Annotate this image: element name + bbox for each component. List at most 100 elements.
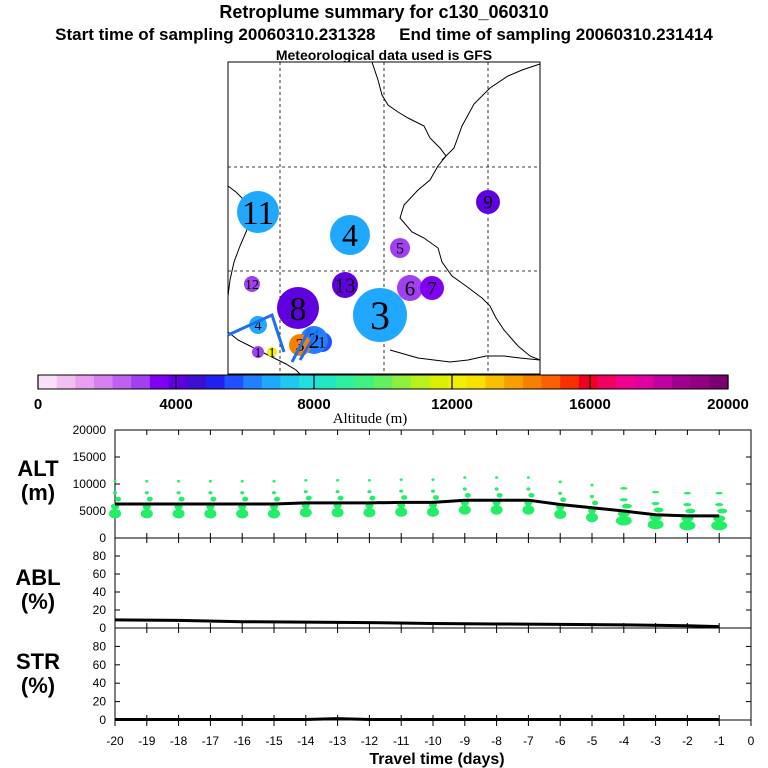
colorbar-cell <box>522 375 543 389</box>
alt-cluster-dot <box>462 487 467 491</box>
y-tick-label: 15000 <box>73 450 107 464</box>
x-tick-label: -1 <box>714 734 725 748</box>
alt-cluster-dot <box>526 476 531 479</box>
y-tick-label: 60 <box>93 658 107 672</box>
alt-cluster-dot <box>431 489 435 493</box>
colorbar-cell <box>672 375 692 389</box>
alt-cluster-dot <box>272 491 276 495</box>
x-tick-label: -20 <box>106 734 124 748</box>
cluster-bubble <box>397 275 423 301</box>
abl-line <box>114 618 720 629</box>
str-ylabel-top: STR <box>16 649 60 674</box>
y-tick-label: 0 <box>99 621 106 635</box>
alt-cluster-dot <box>586 512 598 523</box>
colorbar-cell <box>187 375 207 389</box>
y-tick-label: 20 <box>93 603 107 617</box>
alt-cluster-dot <box>172 508 185 519</box>
alt-cluster-dot <box>204 508 217 519</box>
colorbar-cell <box>597 375 617 389</box>
colorbar-cell <box>224 375 244 389</box>
cluster-label: 6 <box>405 277 415 300</box>
colorbar-cell <box>149 375 170 389</box>
alt-cluster-dot <box>268 508 280 519</box>
x-tick-label: -15 <box>265 734 283 748</box>
colorbar-cell <box>709 375 729 389</box>
alt-cluster-dot <box>554 509 567 520</box>
alt-cluster-dot <box>145 480 149 483</box>
alt-cluster-dot <box>427 507 439 517</box>
colorbar-tick-label: 8000 <box>297 396 330 413</box>
alt-cluster-dot <box>176 491 181 495</box>
x-tick-label: -5 <box>587 734 598 748</box>
colorbar-cell <box>485 375 505 389</box>
y-tick-label: 20 <box>93 695 107 709</box>
x-tick-label: -18 <box>170 734 188 748</box>
x-tick-label: -16 <box>234 734 252 748</box>
alt-cluster-dot <box>715 491 723 495</box>
alt-cluster-dot <box>272 480 276 483</box>
cluster-label: 3 <box>370 293 390 338</box>
alt-cluster-dot <box>335 490 340 494</box>
alt-cluster-dot <box>242 496 249 502</box>
alt-cluster-dot <box>615 515 632 526</box>
alt-cluster-dot <box>463 476 467 479</box>
cluster-bubble <box>267 347 277 357</box>
alt-ylabel-top: ALT <box>17 456 59 481</box>
y-tick-label: 60 <box>93 567 107 581</box>
alt-cluster-dot <box>464 492 471 498</box>
colorbar-cell <box>280 375 300 389</box>
alt-cluster-dot <box>653 507 664 513</box>
colorbar-tick-label: 4000 <box>159 396 192 413</box>
x-tick-label: -7 <box>523 734 534 748</box>
abl-frame <box>114 537 752 629</box>
alt-cluster-dot <box>303 490 308 494</box>
colorbar-cell <box>634 375 655 389</box>
x-tick-label: -6 <box>555 734 566 748</box>
x-tick-label: -13 <box>329 734 347 748</box>
alt-panel: 0 5000 10000 15000 20000 ALT (m) <box>17 423 752 545</box>
cluster-bubble <box>252 346 264 358</box>
coastlines <box>227 61 541 375</box>
alt-cluster-dot <box>558 491 563 495</box>
alt-cluster-dot <box>395 507 408 517</box>
alt-cluster-dot <box>558 480 562 484</box>
alt-cluster-dot <box>113 491 117 495</box>
x-tick-label: -9 <box>459 734 470 748</box>
alt-cluster-dot <box>113 480 117 483</box>
cluster-label: 7 <box>427 279 437 300</box>
x-tick-label: -12 <box>361 734 379 748</box>
y-tick-label: 80 <box>93 639 107 653</box>
colorbar-cell <box>243 375 263 389</box>
colorbar-cell <box>131 375 151 389</box>
colorbar-cell <box>429 375 449 389</box>
colorbar-cell <box>93 375 114 389</box>
colorbar-cell <box>653 375 673 389</box>
colorbar-cell <box>690 375 710 389</box>
alt-cluster-dot <box>592 500 598 506</box>
colorbar-cell <box>336 375 356 389</box>
alt-cluster-dot <box>331 507 344 518</box>
alt-cluster-dot <box>304 478 308 482</box>
x-tick-label: -8 <box>491 734 502 748</box>
cluster-bubble <box>277 287 319 329</box>
cluster-label: 12 <box>245 278 259 293</box>
cluster-bubble <box>332 272 358 298</box>
alt-cluster-dot <box>367 478 371 482</box>
colorbar-cell <box>504 375 524 389</box>
x-axis-title: Travel time (days) <box>369 751 504 768</box>
x-tick-label: -17 <box>202 734 220 748</box>
alt-cluster-dot <box>494 487 499 491</box>
cluster-bubble <box>353 288 407 342</box>
alt-cluster-dot <box>236 508 249 519</box>
alt-cluster-dot <box>647 519 664 530</box>
alt-cluster-dot <box>177 480 181 483</box>
alt-cluster-dot <box>369 495 376 501</box>
alt-cluster-dot <box>401 495 408 500</box>
y-tick-label: 0 <box>99 531 106 545</box>
met-data-label: Meteorological data used is GFS <box>275 47 493 63</box>
cluster-bubble <box>476 190 500 214</box>
alt-cluster-dot <box>651 501 660 506</box>
cluster-bubble <box>390 238 410 258</box>
str-frame <box>114 627 752 721</box>
colorbar-cell <box>168 375 188 389</box>
